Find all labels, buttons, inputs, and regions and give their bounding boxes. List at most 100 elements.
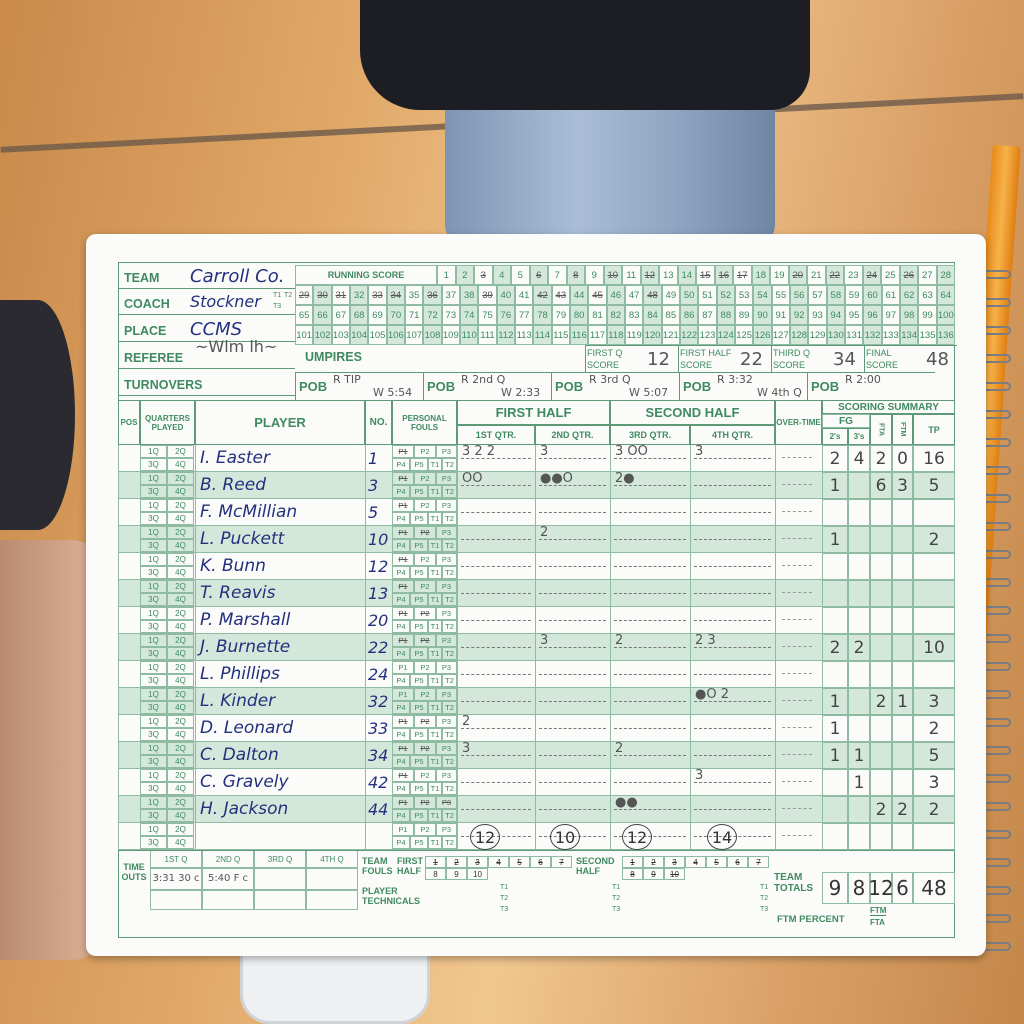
foul-box: P2 bbox=[414, 742, 436, 755]
quarter-score: OO bbox=[462, 471, 483, 486]
summary-twos bbox=[822, 580, 848, 607]
quarter-dashes bbox=[461, 782, 531, 783]
technical-slot: T2 bbox=[500, 895, 509, 902]
player-name: D. Leonard bbox=[200, 718, 294, 738]
ot-dashes bbox=[782, 808, 812, 809]
player-number: 32 bbox=[368, 692, 389, 711]
header-label: COACH bbox=[124, 297, 170, 311]
player-name: C. Gravely bbox=[200, 772, 289, 792]
player-name: J. Burnette bbox=[200, 637, 291, 657]
quarter-played: 1Q bbox=[140, 607, 167, 620]
foul-box: P3 bbox=[436, 715, 457, 728]
column-line bbox=[195, 445, 196, 850]
summary-twos: 1 bbox=[822, 742, 848, 769]
running-score-cell: 74 bbox=[460, 305, 479, 325]
player-number: 1 bbox=[368, 449, 379, 468]
running-score-cell: 133 bbox=[881, 325, 900, 345]
foul-box: P5 bbox=[410, 539, 428, 552]
foul-box: P3 bbox=[436, 553, 457, 566]
foul-box: P3 bbox=[436, 580, 457, 593]
running-score-cell: 54 bbox=[753, 285, 772, 305]
summary-fta bbox=[870, 823, 892, 850]
running-score-cell: 110 bbox=[460, 325, 479, 345]
foul-box: P4 bbox=[392, 593, 410, 606]
quarter-played: 4Q bbox=[167, 458, 194, 471]
umpires-label: UMPIRES bbox=[305, 350, 362, 364]
player-name: L. Puckett bbox=[200, 529, 285, 549]
summary-threes bbox=[848, 823, 870, 850]
summary-twos: 1 bbox=[822, 688, 848, 715]
foul-box: P1 bbox=[392, 472, 414, 485]
player-row bbox=[118, 634, 955, 661]
running-score-cell: 27 bbox=[918, 265, 937, 285]
quarter-played: 1Q bbox=[140, 742, 167, 755]
running-score-cell: 17 bbox=[733, 265, 752, 285]
quarter-played: 4Q bbox=[167, 674, 194, 687]
timeout-quarter: 4TH Q bbox=[306, 850, 358, 868]
timeout-value: 5:40 F c bbox=[202, 868, 254, 890]
running-score-cell: 34 bbox=[386, 285, 405, 305]
summary-tp: 3 bbox=[913, 688, 955, 715]
technical-slot: T3 bbox=[612, 906, 621, 913]
player-number: 24 bbox=[368, 665, 389, 684]
running-score-cell: 104 bbox=[350, 325, 369, 345]
pob-label: POB bbox=[299, 379, 328, 394]
player-name: I. Easter bbox=[200, 448, 270, 468]
quarter-played: 4Q bbox=[167, 836, 194, 849]
foul-box: P1 bbox=[392, 796, 414, 809]
running-score-cell: 131 bbox=[845, 325, 864, 345]
quarter-played: 4Q bbox=[167, 566, 194, 579]
foul-box: P1 bbox=[392, 526, 414, 539]
summary-threes bbox=[848, 796, 870, 823]
running-score-cell: 9 bbox=[585, 265, 604, 285]
header-row bbox=[118, 369, 295, 396]
foul-box: T2 bbox=[442, 755, 457, 768]
summary-fta bbox=[870, 607, 892, 634]
technical-slot: T1 bbox=[612, 884, 621, 891]
quarter-dashes bbox=[539, 647, 606, 648]
quarter-played: 3Q bbox=[140, 755, 167, 768]
foul-box: P1 bbox=[392, 742, 414, 755]
foul-box: P5 bbox=[410, 485, 428, 498]
foul-box: P4 bbox=[392, 566, 410, 579]
running-score-cell: 12 bbox=[640, 265, 659, 285]
running-score-cell: 88 bbox=[716, 305, 735, 325]
running-score-cell: 59 bbox=[845, 285, 864, 305]
player-number: 10 bbox=[368, 530, 389, 549]
summary-twos bbox=[822, 499, 848, 526]
running-score-cell: 103 bbox=[331, 325, 350, 345]
running-score-cell: 126 bbox=[753, 325, 772, 345]
player-name: L. Phillips bbox=[200, 664, 280, 684]
quarter-played: 3Q bbox=[140, 674, 167, 687]
player-number: 3 bbox=[368, 476, 379, 495]
quarter-dashes bbox=[694, 809, 771, 810]
quarter-dashes bbox=[694, 647, 771, 648]
header-row bbox=[118, 315, 295, 342]
foul-box: T1 bbox=[428, 728, 442, 741]
quarter-played: 3Q bbox=[140, 566, 167, 579]
quarter-played: 4Q bbox=[167, 755, 194, 768]
summary-fta bbox=[870, 661, 892, 688]
foul-box: T1 bbox=[428, 539, 442, 552]
summary-tp: 16 bbox=[913, 445, 955, 472]
quarter-dashes bbox=[539, 674, 606, 675]
running-score-cell: 63 bbox=[918, 285, 937, 305]
summary-threes bbox=[848, 553, 870, 580]
running-score-cell: 89 bbox=[735, 305, 754, 325]
foul-box: P3 bbox=[436, 688, 457, 701]
foul-box: P1 bbox=[392, 715, 414, 728]
timeouts-label: TIME OUTS bbox=[121, 862, 147, 882]
header-label: PLACE bbox=[124, 324, 167, 338]
quarter-dashes bbox=[461, 485, 531, 486]
running-score-cell: 79 bbox=[551, 305, 570, 325]
coach-tech: T3 bbox=[273, 303, 282, 310]
quarter-played: 1Q bbox=[140, 823, 167, 836]
quarter-dashes bbox=[539, 539, 606, 540]
header-row bbox=[118, 342, 295, 369]
summary-tp bbox=[913, 607, 955, 634]
ftm-percent-num: FTM bbox=[870, 906, 887, 916]
quarter-played: 1Q bbox=[140, 634, 167, 647]
team-foul-box: 2 bbox=[446, 856, 467, 868]
column-line bbox=[392, 445, 393, 850]
column-header-quarters: QUARTERS PLAYED bbox=[140, 400, 195, 445]
